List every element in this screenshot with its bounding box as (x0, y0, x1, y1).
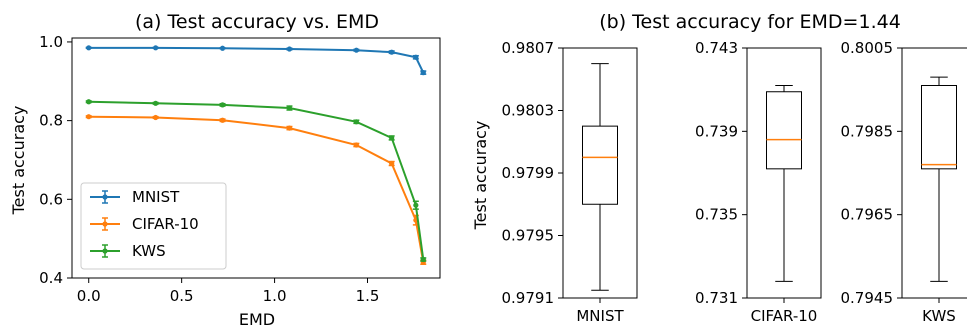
series-line-cifar-10 (88, 115, 425, 263)
data-point (389, 49, 395, 55)
y-tick-label: 0.8 (39, 112, 63, 130)
y-tick-label: 0.739 (695, 122, 738, 140)
line-chart-frame (71, 37, 441, 279)
interquartile-box (582, 125, 618, 205)
data-point (86, 99, 92, 105)
data-point (219, 117, 226, 123)
legend-label: MNIST (132, 188, 180, 206)
line-chart-ylabel: Test accuracy (9, 106, 28, 216)
box-chart-ylabel: Test accuracy (471, 121, 490, 231)
y-tick-label: 0.7965 (841, 206, 894, 224)
legend-label: CIFAR-10 (132, 215, 199, 233)
data-point (153, 100, 159, 106)
legend-swatch-marker (102, 248, 108, 254)
series-line-mnist (88, 46, 425, 74)
box-category-label: MNIST (576, 307, 624, 325)
data-point (286, 125, 293, 131)
data-point (86, 114, 92, 120)
y-tick-label: 1.0 (39, 33, 63, 51)
data-point (389, 135, 395, 141)
data-point (389, 160, 395, 167)
data-point (86, 45, 92, 51)
line-chart-panel: (a) Test accuracy vs. EMD EMD Test accur… (9, 11, 441, 326)
data-point (153, 45, 159, 51)
line-chart-plot-area: 0.0 0.5 1.0 1.5 0.4 0.6 0.8 1.0 (39, 33, 441, 305)
line-chart-title: (a) Test accuracy vs. EMD (135, 11, 379, 33)
y-tick-label: 0.743 (695, 39, 738, 57)
box-category-label: CIFAR-10 (751, 307, 818, 325)
y-tick-label: 0.4 (39, 269, 63, 287)
x-tick-label: 0.5 (170, 287, 194, 305)
interquartile-box (766, 91, 802, 170)
y-tick-label: 0.7945 (841, 289, 894, 307)
data-point (286, 105, 293, 111)
data-point (353, 142, 359, 148)
box-panel-cifar-10: 0.731 0.735 0.739 0.743 CIFAR-10 (695, 39, 822, 325)
legend: MNIST CIFAR-10 KWS (80, 182, 227, 270)
box-category-label: KWS (922, 307, 956, 325)
y-tick-label: 0.9803 (502, 102, 555, 120)
x-tick-label: 1.5 (356, 287, 380, 305)
data-point (353, 47, 359, 53)
y-tick-label: 0.9795 (502, 227, 555, 245)
data-point (219, 102, 226, 108)
data-point (420, 70, 426, 76)
y-tick-label: 0.731 (695, 289, 738, 307)
data-point (286, 46, 293, 52)
y-tick-label: 0.6 (39, 190, 63, 208)
y-tick-label: 0.9791 (502, 289, 555, 307)
line-chart-xlabel: EMD (239, 310, 275, 326)
data-point (420, 256, 426, 263)
x-tick-label: 0.0 (77, 287, 101, 305)
series-line-kws (88, 100, 425, 260)
legend-swatch-marker (102, 194, 108, 200)
legend-label: KWS (132, 242, 166, 260)
interquartile-box (921, 85, 957, 170)
y-tick-label: 0.9807 (502, 39, 555, 57)
box-chart-panel: (b) Test accuracy for EMD=1.44 Test accu… (471, 11, 967, 325)
data-point (413, 54, 419, 60)
data-point (153, 114, 159, 121)
legend-swatch-marker (102, 221, 108, 227)
x-tick-label: 1.0 (263, 287, 287, 305)
legend-frame (80, 182, 227, 270)
data-point (219, 45, 226, 51)
data-point (353, 119, 359, 125)
y-tick-label: 0.735 (695, 206, 738, 224)
y-tick-label: 0.9799 (502, 164, 555, 182)
box-chart-title: (b) Test accuracy for EMD=1.44 (599, 11, 901, 33)
y-tick-label: 0.7985 (841, 122, 894, 140)
y-tick-label: 0.8005 (841, 39, 894, 57)
data-point (413, 202, 419, 208)
box-panel-kws: 0.7945 0.7965 0.7985 0.8005 KWS (841, 39, 967, 325)
box-panel-mnist: 0.9791 0.9795 0.9799 0.9803 0.9807 MNIST (502, 39, 638, 325)
box-chart-plot-areas: 0.9791 0.9795 0.9799 0.9803 0.9807 MNIST 0.731… (502, 39, 967, 325)
